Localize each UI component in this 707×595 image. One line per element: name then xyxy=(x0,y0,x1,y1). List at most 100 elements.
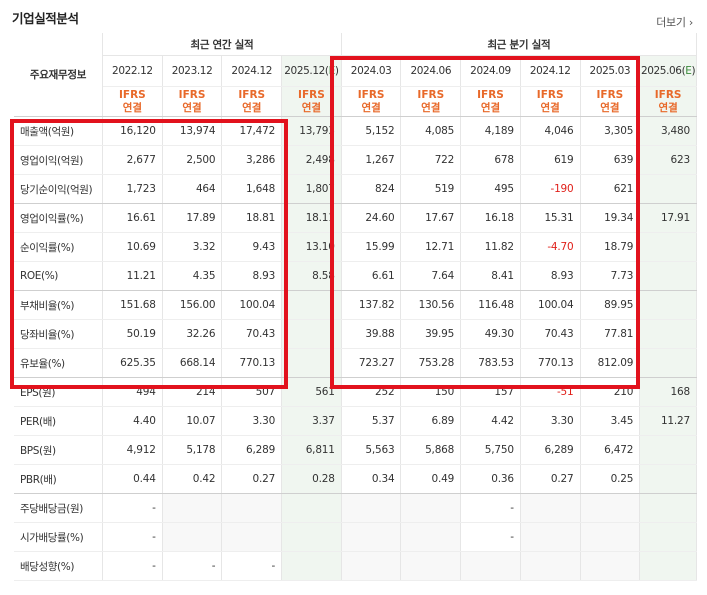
table-cell: - xyxy=(102,522,163,552)
table-cell: 0.36 xyxy=(460,464,521,494)
table-cell: 16.61 xyxy=(102,203,163,233)
basis-header: IFRS 연결 xyxy=(341,86,402,117)
table-row: 부채비율(%) 151.68 156.00 100.04 137.82 130.56 116… xyxy=(14,290,697,320)
table-cell: 5,563 xyxy=(341,435,402,465)
group-quarter: 최근 분기 실적 xyxy=(341,33,698,56)
table-cell: 18.79 xyxy=(580,232,641,262)
row-label: 영업이익(억원) xyxy=(14,145,104,175)
table-cell xyxy=(460,551,521,581)
table-cell: - xyxy=(460,522,521,552)
table-cell: 15.99 xyxy=(341,232,402,262)
table-cell: 783.53 xyxy=(460,348,521,378)
table-cell xyxy=(281,522,342,552)
table-cell: -51 xyxy=(520,377,581,407)
row-label: EPS(원) xyxy=(14,377,104,407)
table-cell: 214 xyxy=(162,377,223,407)
row-label: 시가배당률(%) xyxy=(14,522,104,552)
table-cell xyxy=(639,319,697,349)
table-cell: 3.30 xyxy=(221,406,283,436)
table-cell xyxy=(639,493,697,523)
table-cell: 39.88 xyxy=(341,319,402,349)
table-cell: 6,811 xyxy=(281,435,342,465)
table-cell xyxy=(162,522,223,552)
table-cell xyxy=(639,348,697,378)
table-cell: 2,677 xyxy=(102,145,163,175)
table-row: 배당성향(%) - - - xyxy=(14,551,697,581)
table-cell: 5,868 xyxy=(400,435,462,465)
table-row: PBR(배) 0.44 0.42 0.27 0.28 0.34 0.49 0.36 0.27 0.… xyxy=(14,464,697,494)
table-row: 당좌비율(%) 50.19 32.26 70.43 39.88 39.95 49.30 70.… xyxy=(14,319,697,349)
table-cell: 100.04 xyxy=(221,290,283,320)
table-cell: 668.14 xyxy=(162,348,223,378)
table-cell xyxy=(520,493,581,523)
table-cell: -190 xyxy=(520,174,581,204)
table-cell xyxy=(221,522,283,552)
table-cell: 24.60 xyxy=(341,203,402,233)
table-cell xyxy=(281,551,342,581)
table-cell: 11.27 xyxy=(639,406,697,436)
table-cell: 9.43 xyxy=(221,232,283,262)
table-cell: 17.91 xyxy=(639,203,697,233)
table-cell: 15.31 xyxy=(520,203,581,233)
table-cell: 168 xyxy=(639,377,697,407)
table-cell: 0.25 xyxy=(580,464,641,494)
table-cell: 824 xyxy=(341,174,402,204)
row-label: 영업이익률(%) xyxy=(14,203,104,233)
table-cell xyxy=(341,522,402,552)
table-cell: 4,046 xyxy=(520,116,581,146)
table-cell: 619 xyxy=(520,145,581,175)
table-cell: 0.34 xyxy=(341,464,402,494)
table-cell: 495 xyxy=(460,174,521,204)
period-header: 2023.12 xyxy=(162,55,223,87)
table-cell xyxy=(341,493,402,523)
table-cell: 4,912 xyxy=(102,435,163,465)
table-cell: 252 xyxy=(341,377,402,407)
table-cell: 5,750 xyxy=(460,435,521,465)
row-label: BPS(원) xyxy=(14,435,104,465)
table-cell: 6.61 xyxy=(341,261,402,291)
table-cell: 770.13 xyxy=(520,348,581,378)
table-cell: 50.19 xyxy=(102,319,163,349)
table-cell: 625.35 xyxy=(102,348,163,378)
table-cell: 137.82 xyxy=(341,290,402,320)
table-cell: 3.45 xyxy=(580,406,641,436)
table-cell xyxy=(639,232,697,262)
table-cell: - xyxy=(221,551,283,581)
period-header: 2025.03 xyxy=(580,55,641,87)
table-row: 주당배당금(원) - - xyxy=(14,493,697,523)
table-cell xyxy=(580,493,641,523)
table-cell: 623 xyxy=(639,145,697,175)
table-cell xyxy=(639,464,697,494)
table-cell: - xyxy=(102,493,163,523)
table-row: PER(배) 4.40 10.07 3.30 3.37 5.37 6.89 4.42 3.30 3… xyxy=(14,406,697,436)
basis-header: IFRS 연결 xyxy=(639,86,697,117)
table-cell: 4,189 xyxy=(460,116,521,146)
period-header: 2024.09 xyxy=(460,55,521,87)
table-cell: - xyxy=(460,493,521,523)
table-cell: 4.42 xyxy=(460,406,521,436)
table-cell: 6,289 xyxy=(221,435,283,465)
table-cell: 770.13 xyxy=(221,348,283,378)
table-row: BPS(원) 4,912 5,178 6,289 6,811 5,563 5,868 5,75… xyxy=(14,435,697,465)
chevron-right-icon: › xyxy=(688,16,693,29)
table-cell: 812.09 xyxy=(580,348,641,378)
table-cell xyxy=(639,551,697,581)
table-cell: 722 xyxy=(400,145,462,175)
table-cell: 10.07 xyxy=(162,406,223,436)
table-cell: 157 xyxy=(460,377,521,407)
table-cell xyxy=(639,435,697,465)
table-cell xyxy=(400,551,462,581)
table-cell: 0.27 xyxy=(221,464,283,494)
table-cell: 11.82 xyxy=(460,232,521,262)
table-cell: - xyxy=(102,551,163,581)
section-title: 기업실적분석 xyxy=(12,11,79,26)
table-cell xyxy=(580,551,641,581)
table-cell xyxy=(639,522,697,552)
basis-header: IFRS 연결 xyxy=(162,86,223,117)
more-link[interactable]: 더보기 › xyxy=(656,16,693,29)
table-cell: 116.48 xyxy=(460,290,521,320)
table-cell: 678 xyxy=(460,145,521,175)
highlight-annual-box xyxy=(10,119,288,389)
table-cell: -4.70 xyxy=(520,232,581,262)
table-cell: 70.43 xyxy=(221,319,283,349)
